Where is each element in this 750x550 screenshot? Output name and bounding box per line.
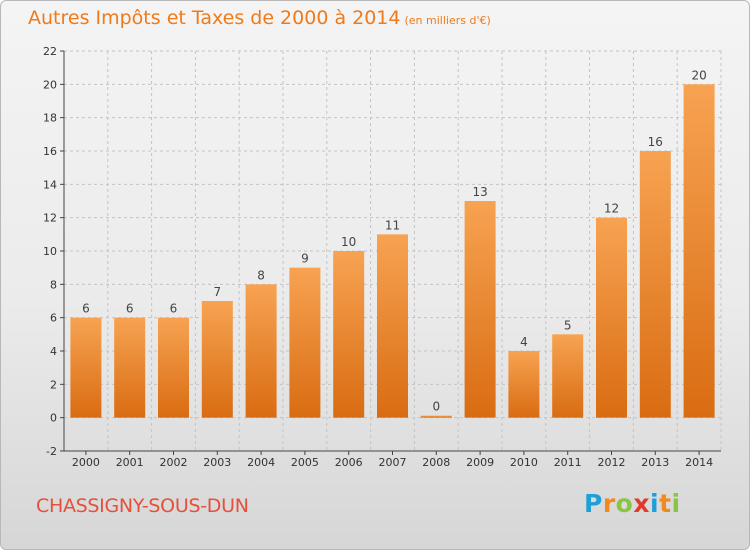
data-label: 16 <box>648 135 663 149</box>
x-tick-label: 2001 <box>116 456 144 469</box>
data-label: 9 <box>301 252 309 266</box>
data-label: 11 <box>385 218 400 232</box>
bar <box>158 317 189 418</box>
data-label: 8 <box>257 268 265 282</box>
data-label: 0 <box>432 400 440 414</box>
chart-title-text: Autres Impôts et Taxes de 2000 à 2014 <box>28 7 401 29</box>
y-tick-label: 10 <box>43 245 57 258</box>
bar <box>114 317 146 418</box>
y-tick-label: 16 <box>43 145 57 158</box>
logo-letter: t <box>659 489 672 518</box>
data-label: 4 <box>520 335 528 349</box>
x-tick-label: 2006 <box>335 456 363 469</box>
data-label: 20 <box>691 68 706 82</box>
logo-letter: P <box>584 489 603 518</box>
logo-letter: r <box>602 489 616 518</box>
x-tick-label: 2011 <box>554 456 582 469</box>
bar <box>596 217 627 418</box>
logo-letter: x <box>633 489 650 518</box>
data-label: 5 <box>564 318 572 332</box>
y-tick-label: 18 <box>43 112 57 125</box>
data-label: 12 <box>604 202 619 216</box>
x-tick-label: 2002 <box>160 456 188 469</box>
data-label: 7 <box>213 285 221 299</box>
y-tick-label: 20 <box>43 78 57 91</box>
logo-letter: i <box>650 489 660 518</box>
x-tick-label: 2004 <box>247 456 275 469</box>
bar <box>70 317 102 418</box>
x-tick-label: 2008 <box>422 456 450 469</box>
logo-letter: o <box>615 489 634 518</box>
x-tick-label: 2012 <box>598 456 626 469</box>
bar <box>464 201 496 418</box>
data-label: 6 <box>82 302 90 316</box>
bar <box>245 284 277 418</box>
bar <box>552 334 584 418</box>
bar <box>508 351 540 418</box>
data-label: 6 <box>126 302 134 316</box>
bar <box>683 84 715 418</box>
proxiti-logo: Proxiti <box>584 489 681 518</box>
bar <box>289 267 321 418</box>
bar <box>333 251 365 418</box>
bar <box>201 301 233 418</box>
bar <box>377 234 408 418</box>
axes: -2 0 2 4 6 8 10 12 14 16 18 20 22 <box>43 45 721 458</box>
bars <box>70 84 715 418</box>
x-tick-label: 2003 <box>203 456 231 469</box>
y-tick-label: 2 <box>50 378 57 391</box>
x-tick-label: 2009 <box>466 456 494 469</box>
y-tick-label: 14 <box>43 178 57 191</box>
y-tick-label: 6 <box>50 312 57 325</box>
x-tick-label: 2010 <box>510 456 538 469</box>
x-tick-label: 2013 <box>641 456 669 469</box>
y-tick-label: 4 <box>50 345 57 358</box>
y-tick-label: 12 <box>43 212 57 225</box>
bar <box>639 151 671 418</box>
data-label: 6 <box>170 302 178 316</box>
y-tick-label: 0 <box>50 412 57 425</box>
x-tick-label: 2007 <box>379 456 407 469</box>
commune-name: CHASSIGNY-SOUS-DUN <box>36 495 249 517</box>
chart-unit: (en milliers d'€) <box>404 14 491 27</box>
labels: 6200062001620027200382004920051020061120… <box>72 68 713 469</box>
chart-title: Autres Impôts et Taxes de 2000 à 2014 (en… <box>28 7 491 29</box>
x-tick-label: 2014 <box>685 456 713 469</box>
y-tick-label: 8 <box>50 278 57 291</box>
x-tick-label: 2005 <box>291 456 319 469</box>
x-tick-label: 2000 <box>72 456 100 469</box>
logo-letter: i <box>671 489 681 518</box>
bar <box>420 415 452 418</box>
y-tick-label: -2 <box>46 445 57 458</box>
y-tick-label: 22 <box>43 45 57 58</box>
data-label: 10 <box>341 235 356 249</box>
data-label: 13 <box>472 185 487 199</box>
